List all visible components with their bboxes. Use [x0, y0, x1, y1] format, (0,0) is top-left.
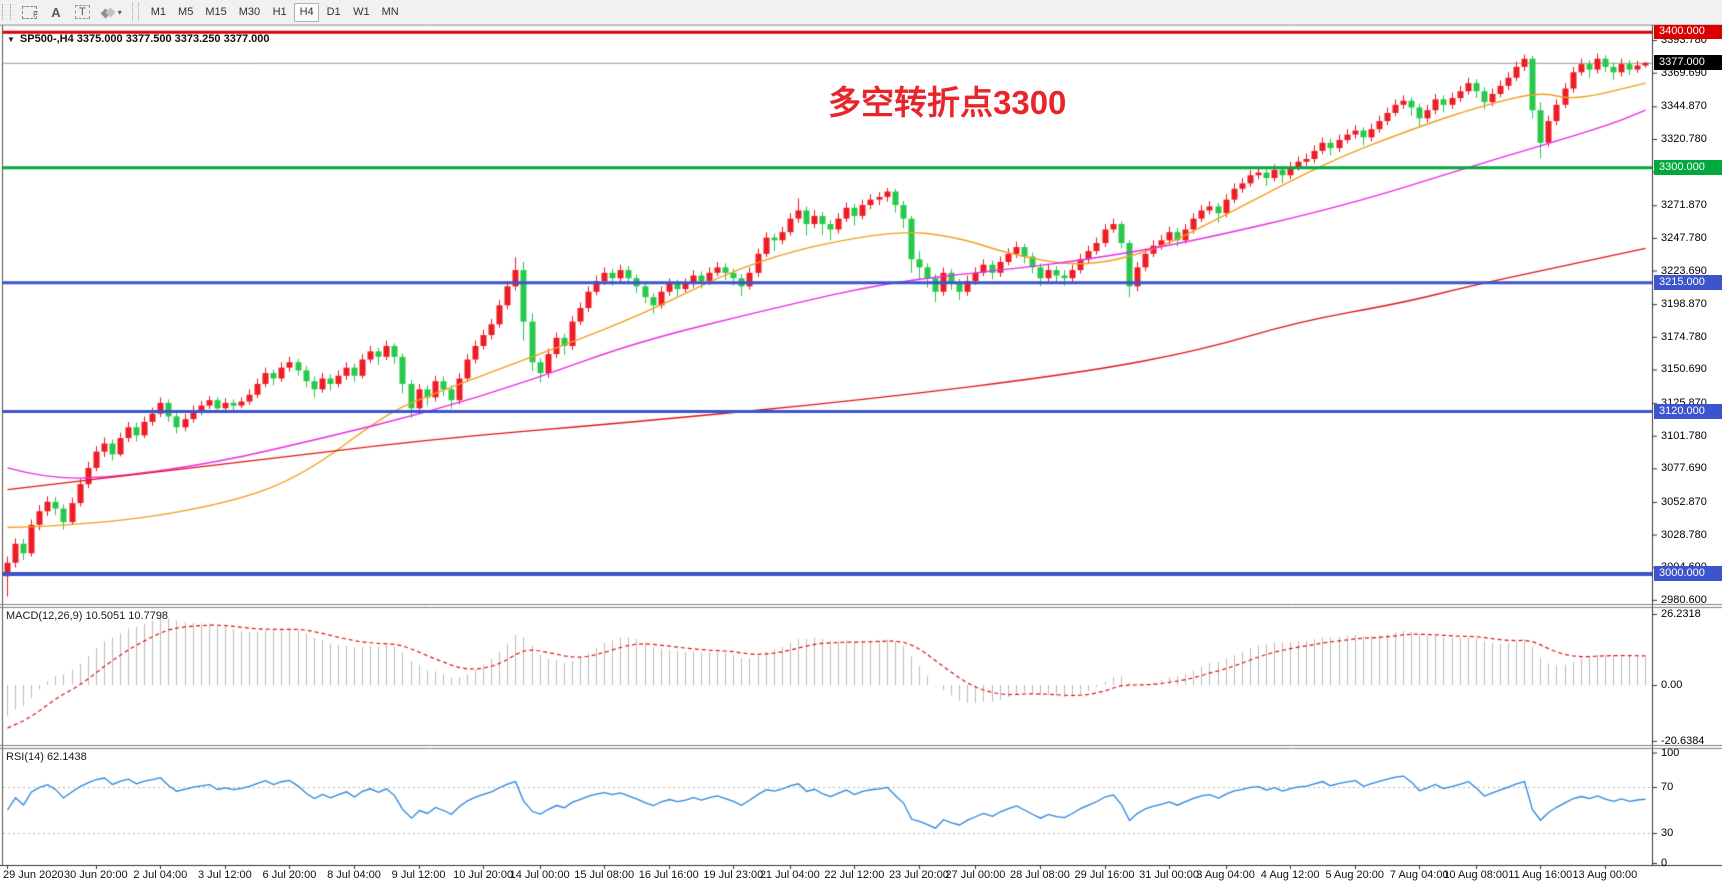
time-tick-label: 14 Jul 00:00	[509, 869, 570, 881]
timeframe-m1[interactable]: M1	[146, 3, 171, 22]
price-tick-label: 3223.690	[1661, 264, 1707, 277]
price-tick-label: 3101.780	[1661, 429, 1707, 442]
time-tick-label: 23 Jul 20:00	[888, 869, 949, 881]
time-tick-label: 21 Jul 04:00	[759, 869, 820, 881]
time-tick-label: 31 Jul 00:00	[1139, 869, 1200, 881]
level-badge: 3000.000	[1654, 566, 1722, 582]
rsi-tick-label: 70	[1661, 781, 1674, 793]
time-tick-label: 29 Jul 16:00	[1074, 869, 1135, 881]
price-tick-label: 3028.780	[1661, 528, 1707, 541]
time-tick-label: 19 Jul 23:00	[703, 869, 764, 881]
frame-icon	[22, 5, 37, 19]
time-tick-label: 9 Jul 12:00	[391, 869, 446, 881]
letter-t-icon: T	[75, 5, 90, 19]
time-tick-label: 13 Aug 00:00	[1572, 869, 1638, 881]
level-badge: 3400.000	[1654, 24, 1722, 40]
timeframe-m30[interactable]: M30	[234, 3, 265, 22]
text-box-button[interactable]: T	[70, 2, 95, 22]
time-tick-label: 3 Jul 12:00	[197, 869, 252, 881]
price-tick-label: 3271.870	[1661, 199, 1707, 212]
price-tick-label: 3077.690	[1661, 462, 1707, 475]
time-tick-label: 29 Jun 2020	[3, 869, 64, 881]
time-tick-label: 30 Jun 20:00	[63, 869, 128, 881]
price-tick-label: 3052.870	[1661, 495, 1707, 508]
annotation-text: 多空转折点3300	[828, 84, 1067, 121]
timeframe-d1[interactable]: D1	[321, 3, 346, 22]
time-tick-label: 16 Jul 16:00	[638, 869, 699, 881]
chevron-down-icon: ▾	[117, 7, 122, 17]
rsi-tick-label: 100	[1661, 746, 1680, 759]
timeframe-m5[interactable]: M5	[173, 3, 198, 22]
macd-tick-label: 0.00	[1661, 679, 1683, 691]
time-tick-label: 4 Aug 12:00	[1260, 869, 1320, 881]
price-tick-label: 3247.780	[1661, 231, 1707, 244]
symbol-info[interactable]: ▼ SP500-,H4 3375.000 3377.500 3373.250 3…	[7, 33, 269, 45]
timeframe-mn[interactable]: MN	[377, 3, 404, 22]
letter-a-icon: A	[51, 4, 61, 20]
time-tick-label: 10 Jul 20:00	[453, 869, 514, 881]
timeframe-group: M1 M5 M15 M30 H1 H4 D1 W1 MN	[145, 2, 405, 22]
time-tick-label: 27 Jul 00:00	[945, 869, 1006, 881]
macd-tick-label: 26.2318	[1661, 607, 1701, 620]
time-tick-label: 7 Aug 04:00	[1389, 869, 1449, 881]
timeframe-w1[interactable]: W1	[348, 3, 375, 22]
symbol-ohlc-text: SP500-,H4 3375.000 3377.500 3373.250 337…	[19, 33, 270, 45]
time-tick-label: 28 Jul 08:00	[1009, 869, 1070, 881]
time-tick-label: 8 Jul 04:00	[327, 869, 381, 881]
toolbar-separator	[131, 3, 139, 21]
frame-f-label: F	[33, 10, 38, 19]
macd-tick-label: -20.6384	[1661, 734, 1705, 747]
timeframe-h1[interactable]: H1	[267, 3, 292, 22]
level-badge: 3300.000	[1654, 159, 1722, 175]
time-tick-label: 3 Aug 04:00	[1196, 869, 1255, 881]
price-tick-label: 3344.870	[1661, 100, 1707, 113]
price-tick-label: 2980.600	[1661, 593, 1707, 606]
time-tick-label: 11 Aug 16:00	[1508, 869, 1573, 881]
time-tick-label: 2 Jul 04:00	[133, 869, 188, 881]
level-badge: 3215.000	[1654, 274, 1722, 290]
time-tick-label: 6 Jul 20:00	[262, 869, 317, 881]
toolbar: F A T ▾ M1 M5 M15 M30 H1 H4 D1 W1 MN	[0, 0, 1722, 25]
level-badge: 3120.000	[1654, 403, 1722, 419]
rsi-tick-label: 0	[1661, 857, 1668, 869]
timeframe-h4[interactable]: H4	[294, 2, 320, 22]
macd-label: MACD(12,26,9) 10.5051 10.7798	[6, 610, 169, 622]
price-tick-label: 3320.780	[1661, 132, 1707, 145]
current-price-badge: 3377.000	[1654, 55, 1722, 71]
text-annotation-button[interactable]: A	[44, 2, 68, 22]
price-tick-label: 3198.870	[1661, 298, 1707, 311]
price-tick-label: 3174.780	[1661, 330, 1707, 343]
rsi-label: RSI(14) 62.1438	[6, 751, 87, 763]
timeframe-m15[interactable]: M15	[200, 3, 231, 22]
rsi-tick-label: 30	[1661, 827, 1674, 839]
time-tick-label: 22 Jul 12:00	[824, 869, 885, 881]
object-cursor-button[interactable]: ▾	[97, 2, 127, 22]
time-tick-label: 5 Aug 20:00	[1325, 869, 1385, 881]
time-tick-label: 15 Jul 08:00	[574, 869, 635, 881]
chart-frame-button[interactable]: F	[17, 2, 42, 22]
time-tick-label: 10 Aug 08:00	[1443, 869, 1509, 881]
symbol-dropdown-icon[interactable]: ▼	[7, 34, 15, 44]
price-tick-label: 3150.690	[1661, 363, 1707, 376]
toolbar-grip-icon[interactable]	[2, 4, 11, 20]
